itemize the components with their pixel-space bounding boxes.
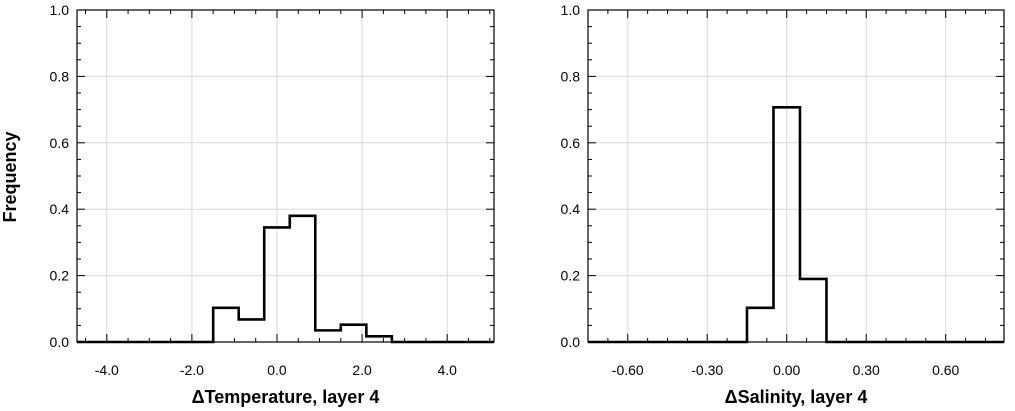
temperature-histogram-line xyxy=(77,214,494,344)
y-axis-title: Frequency xyxy=(0,131,20,222)
y-tick-label: 0.2 xyxy=(561,268,581,284)
y-tick-label: 0.0 xyxy=(50,334,70,350)
histogram-bar xyxy=(747,308,773,342)
histogram-bar xyxy=(773,107,799,342)
x-tick-label: 0.60 xyxy=(932,362,959,378)
y-tick-label: 0.6 xyxy=(50,135,70,151)
histogram-bar xyxy=(264,227,290,342)
x-tick-label: -0.30 xyxy=(691,362,723,378)
y-tick-label: 0.8 xyxy=(561,68,581,84)
x-tick-label: 0.30 xyxy=(853,362,880,378)
y-tick-label: 0.6 xyxy=(561,135,581,151)
histogram-bar xyxy=(290,216,316,342)
y-tick-label: 0.4 xyxy=(561,201,581,217)
y-tick-label: 0.2 xyxy=(50,268,70,284)
x-tick-label: 4.0 xyxy=(437,362,457,378)
x-tick-label: -2.0 xyxy=(180,362,204,378)
y-tick-label: 0.0 xyxy=(561,334,581,350)
salinity-histogram-line xyxy=(588,105,1004,344)
y-tick-label: 1.0 xyxy=(561,2,581,18)
temperature-histogram-panel: 0.0 0.2 0.4 0.6 0.8 1.0 -4.0 -2.0 0.0 2.0 4.0 ΔTemp… xyxy=(50,2,495,407)
histogram-bar xyxy=(213,308,239,342)
x-tick-label: 0.00 xyxy=(773,362,800,378)
x-tick-label: 2.0 xyxy=(352,362,372,378)
salinity-histogram-panel: 0.0 0.2 0.4 0.6 0.8 1.0 -0.60 -0.30 0.00 0.30 0.60… xyxy=(561,2,1005,407)
histogram-bar xyxy=(800,279,826,342)
x-tick-label: 0.0 xyxy=(267,362,287,378)
x-axis-title: ΔTemperature, layer 4 xyxy=(192,387,380,407)
y-tick-label: 0.8 xyxy=(50,68,70,84)
x-axis-title: ΔSalinity, layer 4 xyxy=(725,387,868,407)
x-tick-label: -0.60 xyxy=(612,362,644,378)
histogram-bar xyxy=(366,336,392,342)
y-tick-label: 1.0 xyxy=(50,2,70,18)
histogram-bar xyxy=(239,319,265,342)
x-tick-label: -4.0 xyxy=(95,362,119,378)
y-tick-label: 0.4 xyxy=(50,201,70,217)
